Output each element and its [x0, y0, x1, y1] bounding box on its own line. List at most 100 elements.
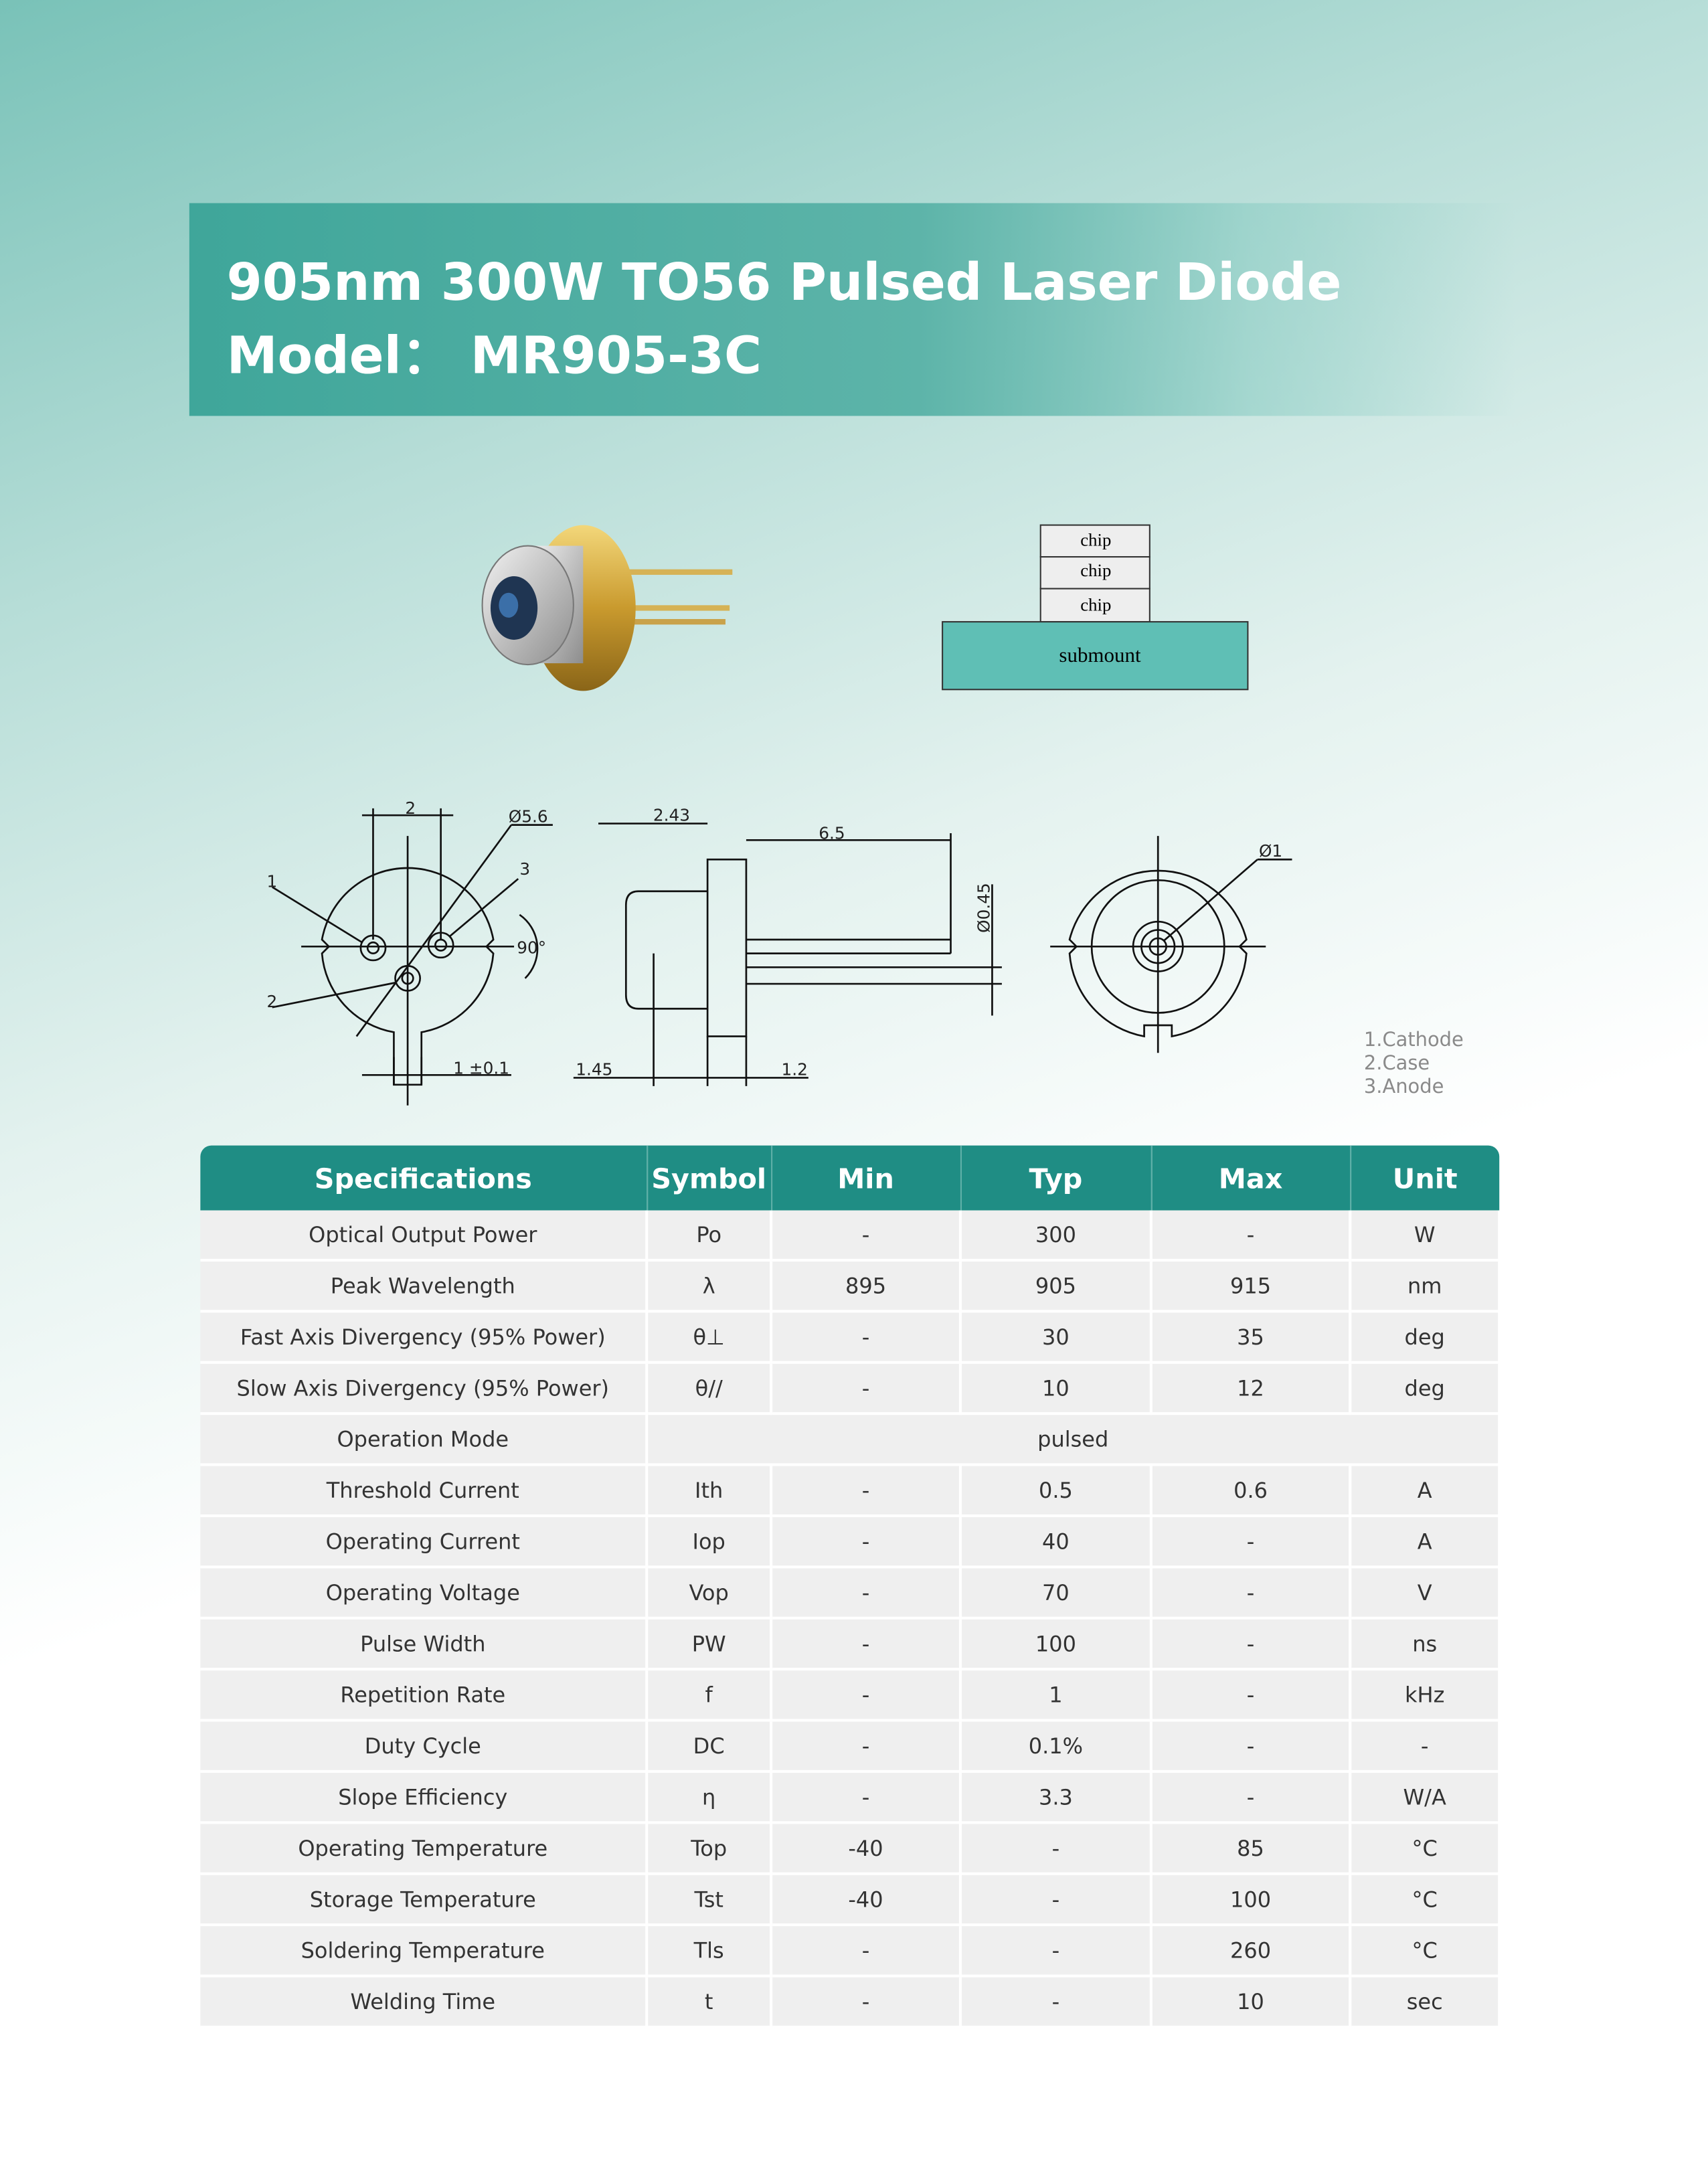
table-cell: Fast Axis Divergency (95% Power)	[200, 1311, 649, 1364]
table-cell: -	[771, 1720, 962, 1773]
table-cell: 300	[960, 1210, 1152, 1262]
table-cell: A	[1350, 1515, 1501, 1569]
table-cell: -	[1150, 1720, 1352, 1773]
table-cell: V	[1350, 1567, 1501, 1620]
table-row: Slow Axis Divergency (95% Power) θ//-10 12…	[200, 1362, 1501, 1415]
table-cell: f	[647, 1669, 773, 1722]
table-cell: -	[960, 1873, 1152, 1927]
table-cell: Ith	[647, 1464, 773, 1518]
table-row: Optical Output Power Po -300- W	[200, 1210, 1501, 1262]
table-row: Threshold Current Ith -0.5 0.6 A	[200, 1464, 1501, 1518]
chip-label: chip	[1080, 595, 1111, 615]
table-row: Storage Temperature Tst -40-100 °C	[200, 1873, 1501, 1927]
table-cell: 40	[960, 1515, 1152, 1569]
table-cell: Storage Temperature	[200, 1873, 649, 1927]
table-cell: Slope Efficiency	[200, 1771, 649, 1824]
table-cell: -	[960, 1822, 1152, 1875]
back-drawing: Ø1	[1050, 836, 1292, 1053]
table-cell: Operation Mode	[200, 1413, 649, 1466]
side-drawing: 2.43 6.5 Ø0.45 1.45 1.2	[573, 805, 1002, 1086]
table-cell: °C	[1350, 1822, 1501, 1875]
table-cell: -	[960, 1925, 1152, 1978]
table-cell: -	[771, 1567, 962, 1620]
table-cell: °C	[1350, 1925, 1501, 1978]
table-cell: θ⊥	[647, 1311, 773, 1364]
table-row: Operation Mode pulsed	[200, 1413, 1501, 1466]
table-row: Slope Efficiency η -3.3- W/A	[200, 1771, 1501, 1824]
table-cell: 12	[1150, 1362, 1352, 1415]
table-cell: -	[771, 1618, 962, 1671]
table-cell: PW	[647, 1618, 773, 1671]
table-cell: -	[771, 1976, 962, 2028]
table-cell: 3.3	[960, 1771, 1152, 1824]
spec-table: Specifications Symbol Min Typ Max Unit Optica…	[200, 1145, 1501, 2028]
model: Model： MR905-3C	[226, 326, 762, 386]
pin-number: 1	[266, 872, 277, 891]
column-header: Specifications	[200, 1145, 648, 1211]
table-cell: sec	[1350, 1976, 1501, 2028]
dimension: 2	[405, 798, 416, 818]
title-banner: 905nm 300W TO56 Pulsed Laser Diode Model…	[189, 203, 1516, 416]
table-cell: 895	[771, 1260, 962, 1313]
table-row: Peak Wavelength λ 895 905 915 nm	[200, 1260, 1501, 1313]
table-cell: -	[1150, 1669, 1352, 1722]
table-cell: Vop	[647, 1567, 773, 1620]
table-row: Operating Voltage Vop -70- V	[200, 1567, 1501, 1620]
table-cell: Duty Cycle	[200, 1720, 649, 1773]
table-cell: Soldering Temperature	[200, 1925, 649, 1978]
dimension: 2.43	[653, 805, 690, 825]
table-cell: Pulse Width	[200, 1618, 649, 1671]
table-cell: DC	[647, 1720, 773, 1773]
product-photo	[481, 525, 733, 691]
table-cell: Tst	[647, 1873, 773, 1927]
pin-number: 3	[519, 859, 530, 879]
table-cell: -40	[771, 1822, 962, 1875]
table-cell: nm	[1350, 1260, 1501, 1313]
header-row: Specifications Symbol Min Typ Max Unit	[200, 1145, 1500, 1211]
table-cell: Po	[647, 1210, 773, 1262]
table-cell: Iop	[647, 1515, 773, 1569]
table-cell: Optical Output Power	[200, 1210, 649, 1262]
table-cell: -	[1150, 1515, 1352, 1569]
table-cell: Top	[647, 1822, 773, 1875]
table-cell: -	[771, 1210, 962, 1262]
table-row: Fast Axis Divergency (95% Power) θ⊥ -30 35 d…	[200, 1311, 1501, 1364]
table-cell: deg	[1350, 1362, 1501, 1415]
table-cell: 100	[960, 1618, 1152, 1671]
table-cell: -	[771, 1925, 962, 1978]
table-cell: -	[771, 1515, 962, 1569]
table-cell: θ//	[647, 1362, 773, 1415]
table-cell: -	[771, 1771, 962, 1824]
table-cell: Threshold Current	[200, 1464, 649, 1518]
pin-number: 2	[266, 992, 277, 1011]
dimension: Ø5.6	[509, 806, 548, 826]
dimension: 1 ±0.1	[453, 1058, 509, 1077]
table-cell: -	[771, 1464, 962, 1518]
table-row: Soldering Temperature Tls - -260 °C	[200, 1925, 1501, 1978]
column-header: Max	[1150, 1145, 1351, 1211]
table-cell: Repetition Rate	[200, 1669, 649, 1722]
table-cell: 915	[1150, 1260, 1352, 1313]
column-header: Typ	[960, 1145, 1152, 1211]
table-cell: -	[771, 1311, 962, 1364]
table-cell: -	[1150, 1618, 1352, 1671]
table-cell: 70	[960, 1567, 1152, 1620]
table-cell: Welding Time	[200, 1976, 649, 2028]
dimension: Ø1	[1259, 841, 1282, 861]
pin-item: 2.Case	[1363, 1053, 1430, 1075]
table-row: Duty Cycle DC -0.1% - -	[200, 1720, 1501, 1773]
table-cell: -	[771, 1669, 962, 1722]
table-cell: -40	[771, 1873, 962, 1927]
column-header: Unit	[1350, 1145, 1500, 1211]
table-cell: 0.1%	[960, 1720, 1152, 1773]
angle: 90°	[517, 938, 546, 958]
chip-stack: chip chip chip submount	[942, 524, 1249, 691]
table-cell: -	[771, 1362, 962, 1415]
chip-label: chip	[1080, 560, 1111, 580]
dimension: 1.2	[782, 1059, 808, 1079]
dimension: 1.45	[576, 1059, 612, 1079]
table-cell: A	[1350, 1464, 1501, 1518]
table-cell: W/A	[1350, 1771, 1501, 1824]
